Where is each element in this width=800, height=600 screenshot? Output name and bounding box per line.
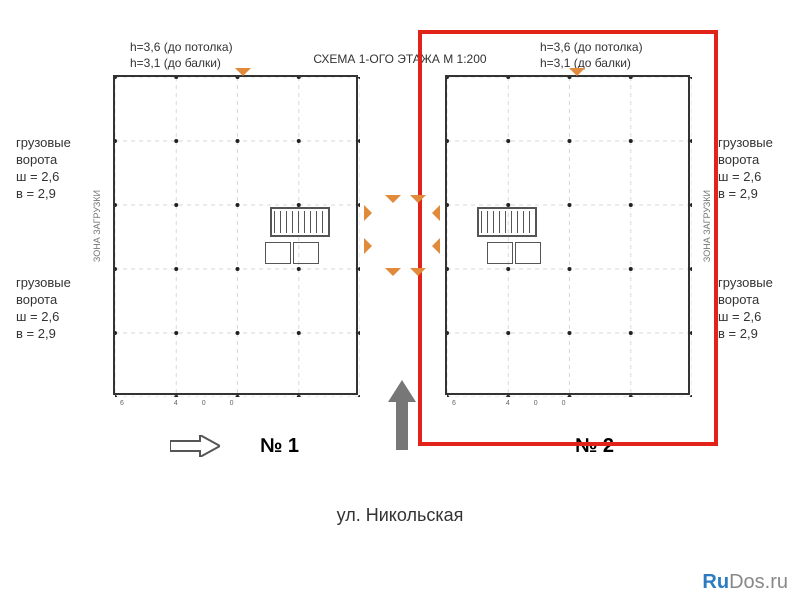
b1-gate-1: грузовые ворота ш = 2,6 в = 2,9: [16, 135, 71, 203]
building-1-room-b: [293, 242, 319, 264]
door-marker: [235, 68, 251, 76]
door-marker: [410, 195, 426, 203]
building-1-room-a: [265, 242, 291, 264]
watermark-prefix: Ru: [702, 571, 729, 593]
plan-title: СХЕМА 1-ОГО ЭТАЖА М 1:200: [0, 52, 800, 66]
door-marker: [410, 268, 426, 276]
b1-h-line2: h=3,1 (до балки): [130, 56, 221, 70]
building-2-room-a: [487, 242, 513, 264]
b2-gate-1: грузовые ворота ш = 2,6 в = 2,9: [718, 135, 773, 203]
building-1-grid: [115, 77, 360, 397]
watermark-suffix: Dos.ru: [729, 571, 788, 593]
b1-zone-label: ЗОНА ЗАГРУЗКИ: [92, 190, 102, 262]
door-marker: [364, 238, 372, 254]
door-marker: [385, 195, 401, 203]
b1-gate-2: грузовые ворота ш = 2,6 в = 2,9: [16, 275, 71, 343]
street-label: ул. Никольская: [0, 505, 800, 526]
b2-zone-label: ЗОНА ЗАГРУЗКИ: [702, 190, 712, 262]
building-1-stair: [270, 207, 330, 237]
direction-arrow-right: [170, 435, 220, 457]
building-2-stair: [477, 207, 537, 237]
b2-gate-2: грузовые ворота ш = 2,6 в = 2,9: [718, 275, 773, 343]
building-2-height-label: h=3,6 (до потолка) h=3,1 (до балки): [540, 40, 643, 71]
door-marker: [432, 205, 440, 221]
door-marker: [569, 68, 585, 76]
door-marker: [432, 238, 440, 254]
building-2-number: № 2: [575, 435, 614, 458]
building-1-number: № 1: [260, 435, 299, 458]
building-1: [113, 75, 358, 395]
building-2-grid: [447, 77, 692, 397]
door-marker: [385, 268, 401, 276]
b2-h-line2: h=3,1 (до балки): [540, 56, 631, 70]
building-1-height-label: h=3,6 (до потолка) h=3,1 (до балки): [130, 40, 233, 71]
watermark: RuDos.ru: [702, 571, 788, 594]
door-marker: [364, 205, 372, 221]
b1-dim-bottom: 6 400: [120, 400, 258, 407]
b2-h-line1: h=3,6 (до потолка): [540, 40, 643, 54]
floor-plan-canvas: СХЕМА 1-ОГО ЭТАЖА М 1:200 h=3,6 (до пото…: [0, 0, 800, 600]
b1-h-line1: h=3,6 (до потолка): [130, 40, 233, 54]
building-2: [445, 75, 690, 395]
entrance-arrow-up: [388, 380, 416, 450]
b2-dim-bottom: 6 400: [452, 400, 590, 407]
building-2-room-b: [515, 242, 541, 264]
